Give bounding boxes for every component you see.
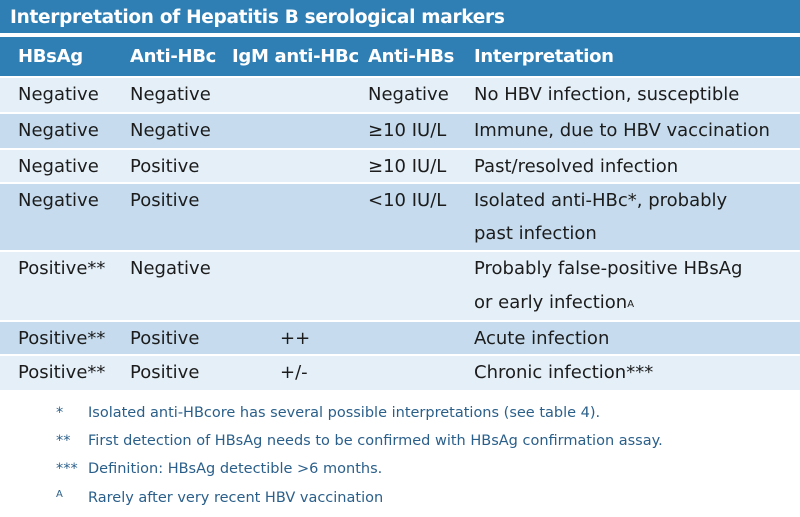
- cell-interpretation: Acute infection: [474, 328, 610, 349]
- footnote-mark: A: [56, 489, 63, 500]
- cell-anti-hbc: Negative: [130, 258, 211, 279]
- footnote-text: Isolated anti-HBcore has several possibl…: [88, 405, 601, 421]
- cell-anti-hbs: ≥10 IU/L: [368, 120, 447, 141]
- cell-interpretation-line-2: past infection: [474, 223, 597, 244]
- cell-interpretation-line-2: or early infectionA: [474, 286, 634, 322]
- cell-interpretation-line-1: Isolated anti-HBc*, probably: [474, 190, 728, 211]
- cell-anti-hbs: <10 IU/L: [368, 190, 447, 211]
- footnote: * Isolated anti-HBcore has several possi…: [0, 400, 800, 426]
- table-row: Positive** Negative Probably false-posit…: [0, 252, 800, 320]
- cell-anti-hbc: Negative: [130, 120, 211, 141]
- cell-anti-hbc: Positive: [130, 156, 200, 177]
- cell-interpretation: Chronic infection***: [474, 362, 654, 383]
- cell-interpretation: No HBV infection, susceptible: [474, 84, 740, 105]
- cell-anti-hbc: Positive: [130, 328, 200, 349]
- cell-igm-anti-hbc: ++: [280, 328, 311, 349]
- cell-interpretation: Past/resolved infection: [474, 156, 679, 177]
- header-hbsag: HBsAg: [18, 46, 83, 67]
- footnote-text: Definition: HBsAg detectible >6 months.: [88, 461, 383, 477]
- footnote: ** First detection of HBsAg needs to be …: [0, 428, 800, 454]
- footnotes: * Isolated anti-HBcore has several possi…: [0, 398, 800, 517]
- footnote-mark: *: [56, 405, 64, 421]
- cell-interpretation-line-1: Probably false-positive HBsAg: [474, 258, 743, 279]
- cell-anti-hbc: Positive: [130, 362, 200, 383]
- footnote: *** Definition: HBsAg detectible >6 mont…: [0, 456, 800, 482]
- table-row: Negative Negative Negative No HBV infect…: [0, 78, 800, 112]
- header-anti-hbs: Anti-HBs: [368, 46, 455, 67]
- header-anti-hbc: Anti-HBc: [130, 46, 217, 67]
- interpretation-text: or early infection: [474, 292, 628, 313]
- cell-hbsag: Negative: [18, 120, 99, 141]
- table-row: Negative Positive <10 IU/L Isolated anti…: [0, 184, 800, 250]
- footnote-marker-a: A: [627, 299, 635, 310]
- cell-hbsag: Negative: [18, 190, 99, 211]
- table-row: Negative Positive ≥10 IU/L Past/resolved…: [0, 150, 800, 182]
- cell-anti-hbs: Negative: [368, 84, 449, 105]
- footnote-mark: **: [56, 433, 71, 449]
- cell-hbsag: Negative: [18, 84, 99, 105]
- header-igm-anti-hbc: IgM anti-HBc: [232, 46, 359, 67]
- table-title: Interpretation of Hepatitis B serologica…: [0, 0, 800, 35]
- footnote: A Rarely after very recent HBV vaccinati…: [0, 485, 800, 511]
- cell-hbsag: Positive**: [18, 258, 106, 279]
- cell-igm-anti-hbc: +/-: [280, 362, 308, 383]
- cell-anti-hbc: Negative: [130, 84, 211, 105]
- cell-hbsag: Positive**: [18, 328, 106, 349]
- cell-hbsag: Positive**: [18, 362, 106, 383]
- cell-hbsag: Negative: [18, 156, 99, 177]
- cell-interpretation: Immune, due to HBV vaccination: [474, 120, 770, 141]
- table-header: HBsAg Anti-HBc IgM anti-HBc Anti-HBs Int…: [0, 37, 800, 76]
- table-row: Positive** Positive ++ Acute infection: [0, 322, 800, 354]
- table-row: Positive** Positive +/- Chronic infectio…: [0, 356, 800, 390]
- cell-anti-hbc: Positive: [130, 190, 200, 211]
- footnote-mark: ***: [56, 461, 78, 477]
- header-interpretation: Interpretation: [474, 46, 614, 67]
- footnote-text: First detection of HBsAg needs to be con…: [88, 433, 663, 449]
- cell-anti-hbs: ≥10 IU/L: [368, 156, 447, 177]
- footnote-text: Rarely after very recent HBV vaccination: [88, 490, 384, 506]
- table-row: Negative Negative ≥10 IU/L Immune, due t…: [0, 114, 800, 148]
